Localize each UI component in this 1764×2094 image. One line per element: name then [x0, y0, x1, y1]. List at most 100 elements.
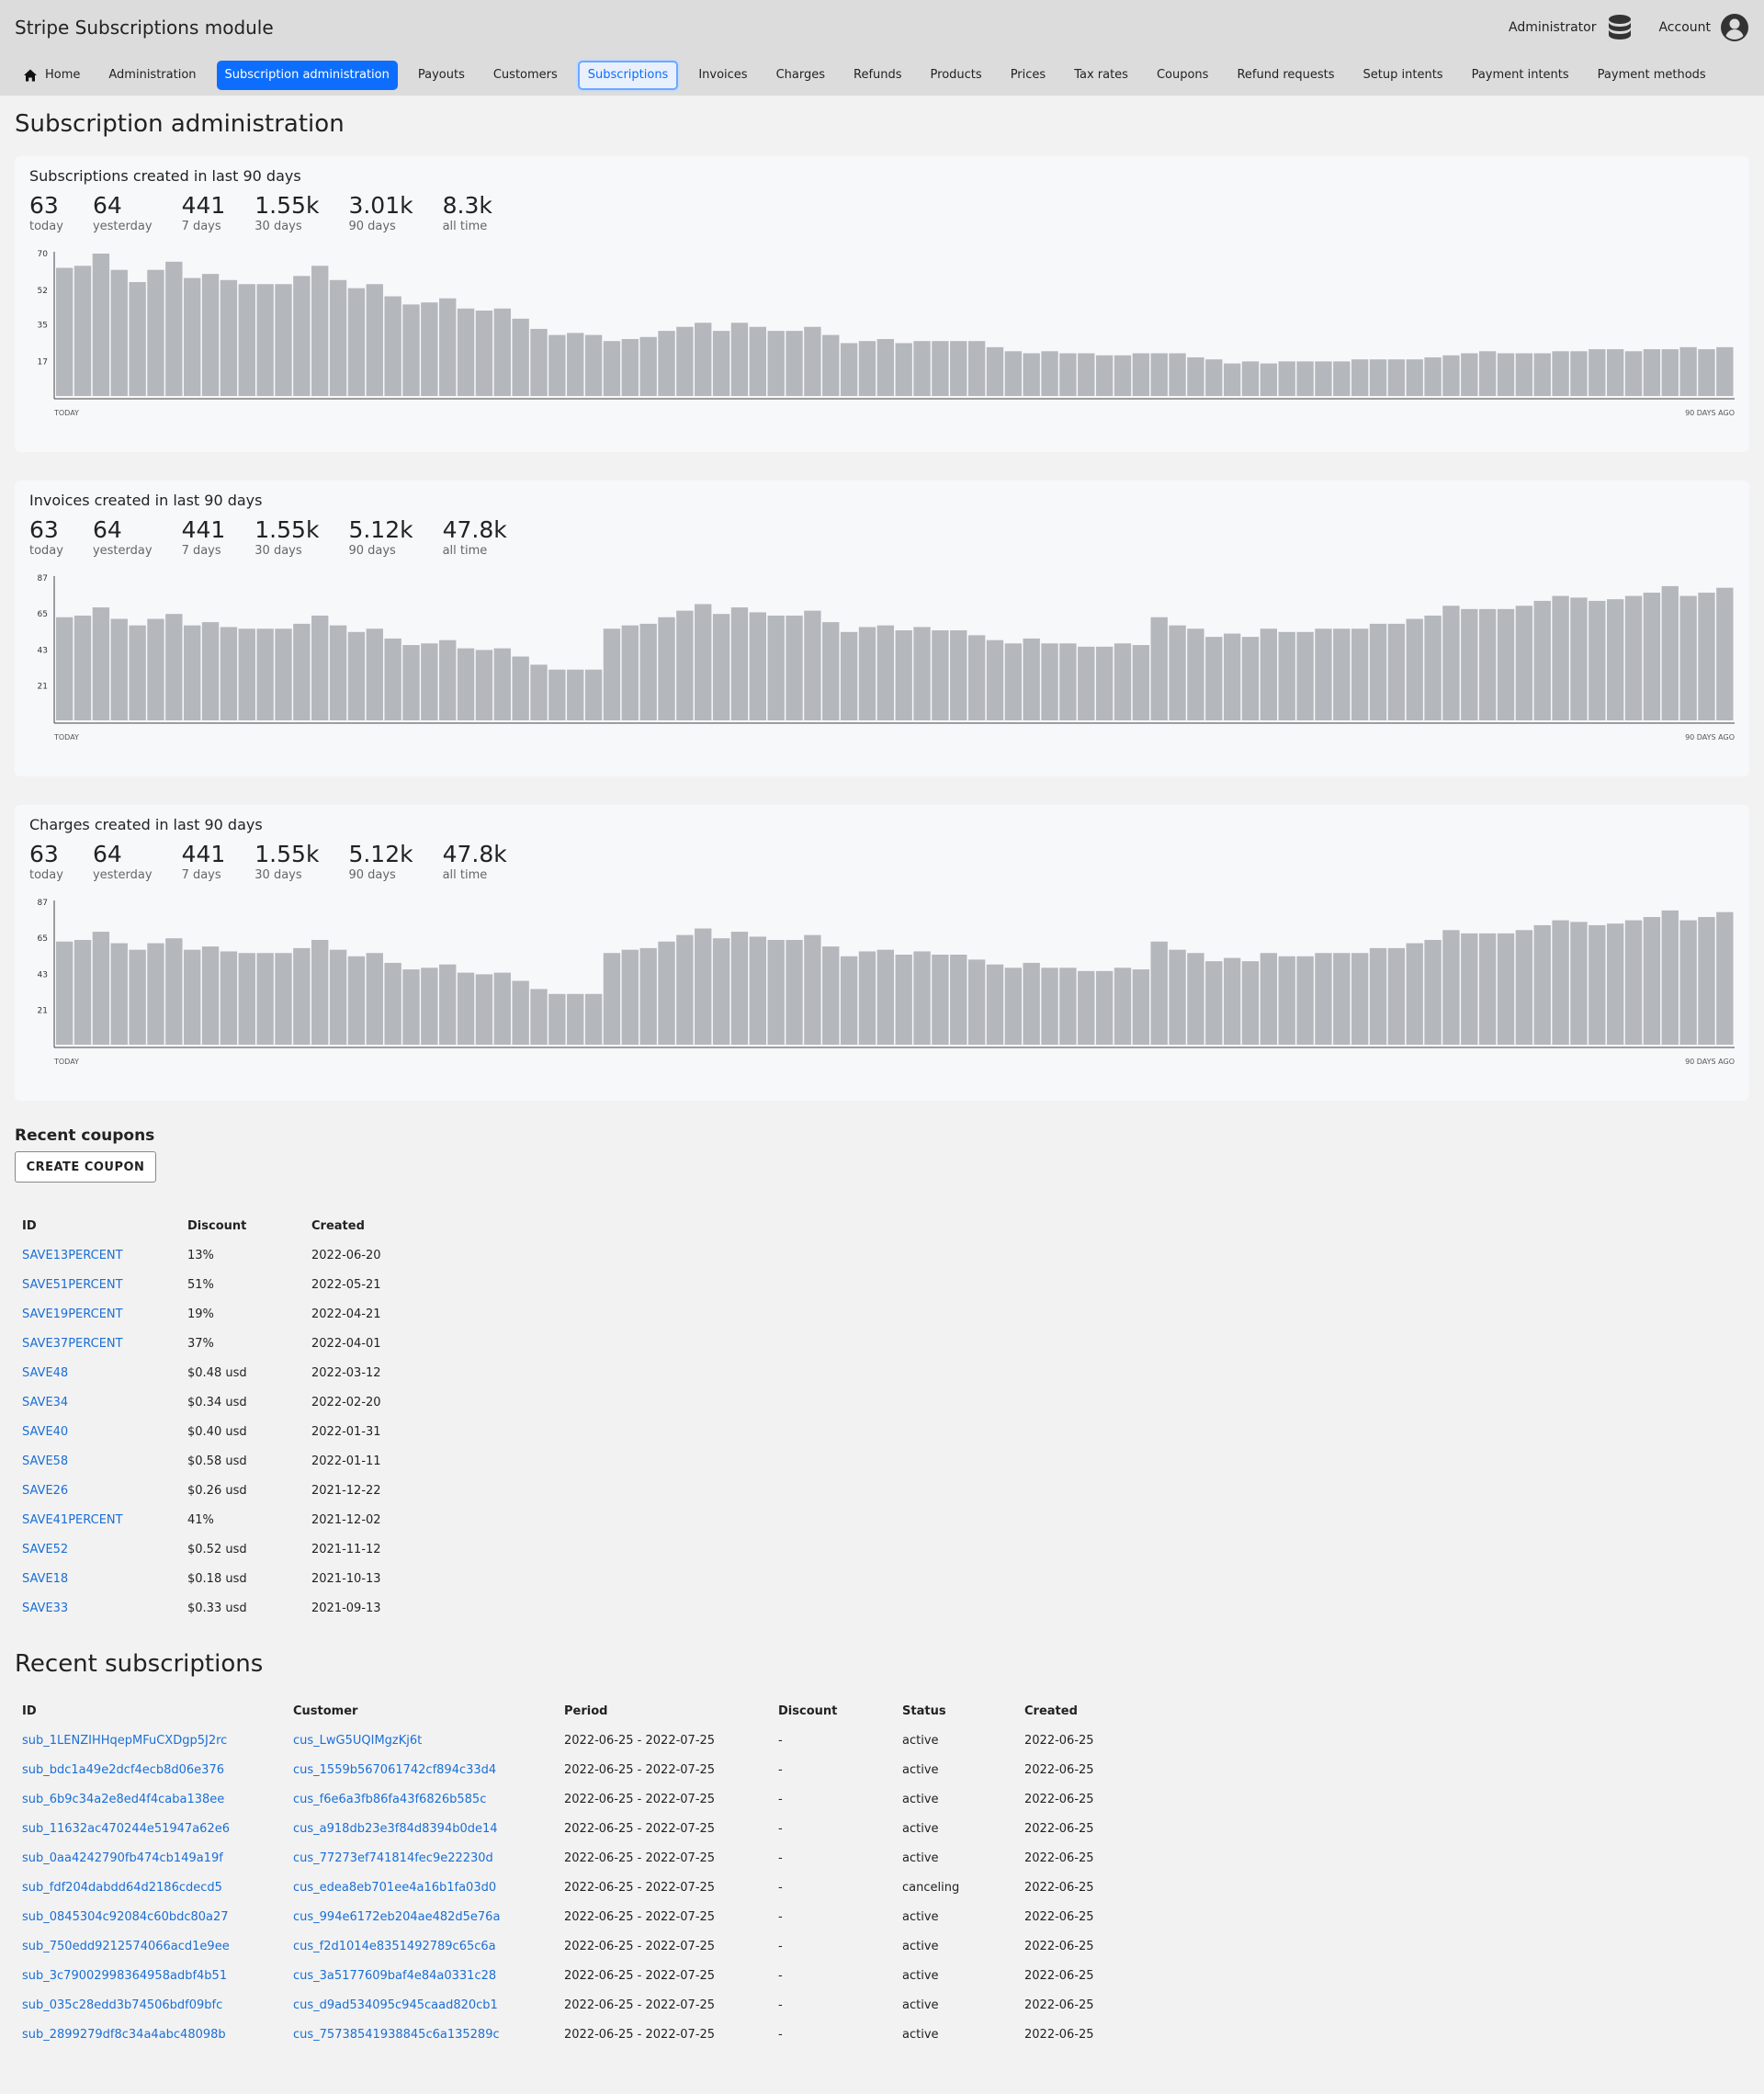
- subscription-id-link[interactable]: sub_2899279df8c34a4abc48098b: [22, 2028, 226, 2042]
- cell-text: active: [902, 1793, 939, 1806]
- nav-item-setup-intents[interactable]: Setup intents: [1355, 61, 1452, 90]
- nav-item-refund-requests[interactable]: Refund requests: [1228, 61, 1342, 90]
- table-cell: 2022-06-25: [1017, 1931, 1124, 1961]
- database-icon: [1605, 13, 1634, 42]
- nav-item-subscriptions[interactable]: Subscriptions: [578, 61, 679, 90]
- coupon-id-link[interactable]: SAVE34: [22, 1396, 68, 1409]
- table-cell: SAVE40: [15, 1417, 180, 1446]
- chart-bar: [731, 323, 748, 396]
- chart-bar: [622, 950, 639, 1045]
- chart-bar: [548, 670, 565, 720]
- subscription-customer-link[interactable]: cus_994e6172eb204ae482d5e76a: [293, 1910, 500, 1924]
- subscription-customer-link[interactable]: cus_3a5177609baf4e84a0331c28: [293, 1969, 496, 1983]
- cell-text: active: [902, 1851, 939, 1865]
- subscription-id-link[interactable]: sub_3c79002998364958adbf4b51: [22, 1969, 227, 1983]
- chart-bar: [530, 664, 547, 720]
- subscription-customer-link[interactable]: cus_a918db23e3f84d8394b0de14: [293, 1822, 498, 1836]
- create-coupon-button[interactable]: CREATE COUPON: [15, 1151, 156, 1183]
- table-cell: -: [771, 1755, 895, 1784]
- table-cell: -: [771, 1726, 895, 1755]
- subscription-customer-link[interactable]: cus_d9ad534095c945caad820cb1: [293, 1998, 498, 2012]
- nav-item-payouts[interactable]: Payouts: [410, 61, 473, 90]
- chart-bar: [987, 640, 1003, 720]
- coupon-id-link[interactable]: SAVE26: [22, 1484, 68, 1498]
- chart-bar: [1151, 942, 1168, 1045]
- cell-text: 2022-06-25: [1024, 1910, 1094, 1924]
- administrator-menu[interactable]: Administrator: [1509, 13, 1634, 42]
- chart-bar: [1296, 956, 1313, 1045]
- nav-item-administration[interactable]: Administration: [100, 61, 204, 90]
- chart-bar: [1242, 637, 1259, 720]
- nav-item-home[interactable]: Home: [15, 61, 88, 90]
- chart-bar: [841, 956, 857, 1045]
- nav-item-coupons[interactable]: Coupons: [1148, 61, 1217, 90]
- cell-text: 37%: [187, 1337, 214, 1351]
- coupon-id-link[interactable]: SAVE58: [22, 1454, 68, 1468]
- coupon-id-link[interactable]: SAVE13PERCENT: [22, 1249, 123, 1262]
- cell-text: 2022-06-25: [1024, 1881, 1094, 1895]
- subscription-id-link[interactable]: sub_1LENZIHHqepMFuCXDgp5J2rc: [22, 1734, 227, 1748]
- chart-bar: [1516, 930, 1532, 1045]
- stat-label: 7 days: [182, 867, 226, 884]
- subscription-id-link[interactable]: sub_bdc1a49e2dcf4ecb8d06e376: [22, 1763, 224, 1777]
- coupon-id-link[interactable]: SAVE37PERCENT: [22, 1337, 123, 1351]
- stat-label: 30 days: [254, 219, 319, 235]
- nav-item-refunds[interactable]: Refunds: [845, 61, 910, 90]
- subscription-id-link[interactable]: sub_6b9c34a2e8ed4f4caba138ee: [22, 1793, 224, 1806]
- subscription-id-link[interactable]: sub_11632ac470244e51947a62e6: [22, 1822, 230, 1836]
- chart-bar: [896, 630, 912, 720]
- nav-item-payment-intents[interactable]: Payment intents: [1464, 61, 1577, 90]
- stat: 47.8k all time: [443, 842, 507, 884]
- nav-item-charges[interactable]: Charges: [768, 61, 833, 90]
- coupon-id-link[interactable]: SAVE19PERCENT: [22, 1307, 123, 1321]
- chart-bar: [767, 616, 784, 720]
- coupon-id-link[interactable]: SAVE41PERCENT: [22, 1513, 123, 1527]
- coupon-id-link[interactable]: SAVE48: [22, 1366, 68, 1380]
- subscription-customer-link[interactable]: cus_77273ef741814fec9e22230d: [293, 1851, 493, 1865]
- subscription-customer-link[interactable]: cus_75738541938845c6a135289c: [293, 2028, 500, 2042]
- subscription-customer-link[interactable]: cus_edea8eb701ee4a16b1fa03d0: [293, 1881, 496, 1895]
- nav-item-tax-rates[interactable]: Tax rates: [1066, 61, 1136, 90]
- cell-text: 2021-12-02: [311, 1513, 381, 1527]
- subscription-id-link[interactable]: sub_fdf204dabdd64d2186cdecd5: [22, 1881, 222, 1895]
- cell-text: 2021-12-22: [311, 1484, 381, 1498]
- subscription-customer-link[interactable]: cus_1559b567061742cf894c33d4: [293, 1763, 496, 1777]
- subscription-id-link[interactable]: sub_035c28edd3b74506bdf09bfc: [22, 1998, 222, 2012]
- coupon-id-link[interactable]: SAVE51PERCENT: [22, 1278, 123, 1292]
- stat-label: 30 days: [254, 543, 319, 560]
- chart-bar: [932, 341, 948, 396]
- nav-item-prices[interactable]: Prices: [1002, 61, 1055, 90]
- cell-text: 2022-06-25: [1024, 1851, 1094, 1865]
- nav-item-label: Tax rates: [1074, 61, 1128, 90]
- chart-bar: [439, 965, 456, 1045]
- stat-value: 1.55k: [254, 193, 319, 219]
- nav-item-customers[interactable]: Customers: [485, 61, 566, 90]
- y-tick-label: 43: [38, 646, 48, 655]
- coupon-id-link[interactable]: SAVE33: [22, 1602, 68, 1615]
- cell-text: active: [902, 1910, 939, 1924]
- chart-bar: [1351, 953, 1368, 1045]
- stat: 1.55k 30 days: [254, 842, 319, 884]
- subscription-id-link[interactable]: sub_0845304c92084c60bdc80a27: [22, 1910, 229, 1924]
- account-menu[interactable]: Account: [1658, 13, 1749, 42]
- subscription-id-link[interactable]: sub_0aa4242790fb474cb149a19f: [22, 1851, 223, 1865]
- chart-bar: [1679, 921, 1696, 1045]
- coupon-id-link[interactable]: SAVE18: [22, 1572, 68, 1586]
- user-area: Administrator Account: [1485, 13, 1749, 42]
- nav-item-subscription-administration[interactable]: Subscription administration: [217, 61, 398, 90]
- nav-item-products[interactable]: Products: [922, 61, 990, 90]
- subscription-customer-link[interactable]: cus_f6e6a3fb86fa43f6826b585c: [293, 1793, 486, 1806]
- subscription-customer-link[interactable]: cus_f2d1014e8351492789c65c6a: [293, 1940, 496, 1953]
- coupon-id-link[interactable]: SAVE40: [22, 1425, 68, 1439]
- cell-text: 2022-06-25 - 2022-07-25: [564, 1998, 715, 2012]
- nav-item-label: Payouts: [418, 61, 465, 90]
- chart-bar: [1662, 349, 1679, 396]
- nav-item-payment-methods[interactable]: Payment methods: [1589, 61, 1714, 90]
- nav-item-invoices[interactable]: Invoices: [690, 61, 755, 90]
- subscription-id-link[interactable]: sub_750edd9212574066acd1e9ee: [22, 1940, 230, 1953]
- coupon-id-link[interactable]: SAVE52: [22, 1543, 68, 1556]
- stat-label: yesterday: [93, 543, 153, 560]
- table-row: sub_bdc1a49e2dcf4ecb8d06e376 cus_1559b567…: [15, 1755, 1124, 1784]
- main-nav: Home Administration Subscription administr…: [15, 61, 1726, 90]
- subscription-customer-link[interactable]: cus_LwG5UQIMgzKj6t: [293, 1734, 422, 1748]
